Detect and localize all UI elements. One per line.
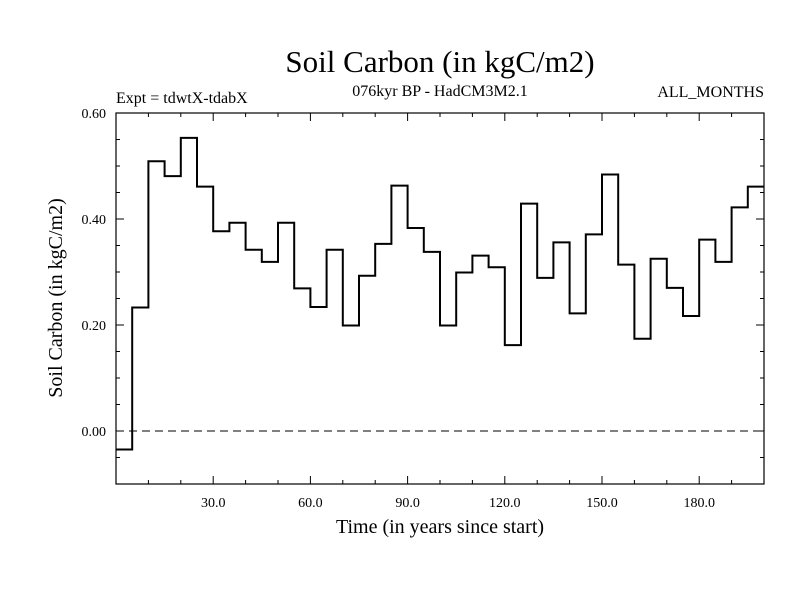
- y-tick-label: 0.20: [82, 319, 107, 334]
- x-tick-label: 30.0: [201, 496, 226, 511]
- soil-carbon-series-line: [116, 136, 764, 451]
- plot-frame: [115, 112, 765, 485]
- y-tick-label: 0.40: [82, 213, 107, 228]
- x-tick-label: 150.0: [586, 496, 618, 511]
- x-tick-label: 60.0: [298, 496, 323, 511]
- chart-title: Soil Carbon (in kgC/m2): [285, 44, 594, 79]
- x-tick-label: 90.0: [395, 496, 420, 511]
- experiment-label: Expt = tdwtX-tdabX: [116, 90, 248, 107]
- y-tick-labels: 0.00 0.20 0.40 0.60: [82, 107, 107, 440]
- y-tick-label: 0.60: [82, 107, 107, 122]
- y-axis-label: Soil Carbon (in kgC/m2): [45, 198, 67, 397]
- x-tick-labels: 30.0 60.0 90.0 120.0 150.0 180.0: [201, 496, 715, 511]
- x-axis-label: Time (in years since start): [336, 516, 544, 538]
- y-tick-label: 0.00: [82, 425, 107, 440]
- x-tick-label: 120.0: [489, 496, 521, 511]
- x-tick-label: 180.0: [683, 496, 715, 511]
- chart-subtitle: 076kyr BP - HadCM3M2.1: [352, 83, 527, 100]
- months-label: ALL_MONTHS: [657, 84, 764, 101]
